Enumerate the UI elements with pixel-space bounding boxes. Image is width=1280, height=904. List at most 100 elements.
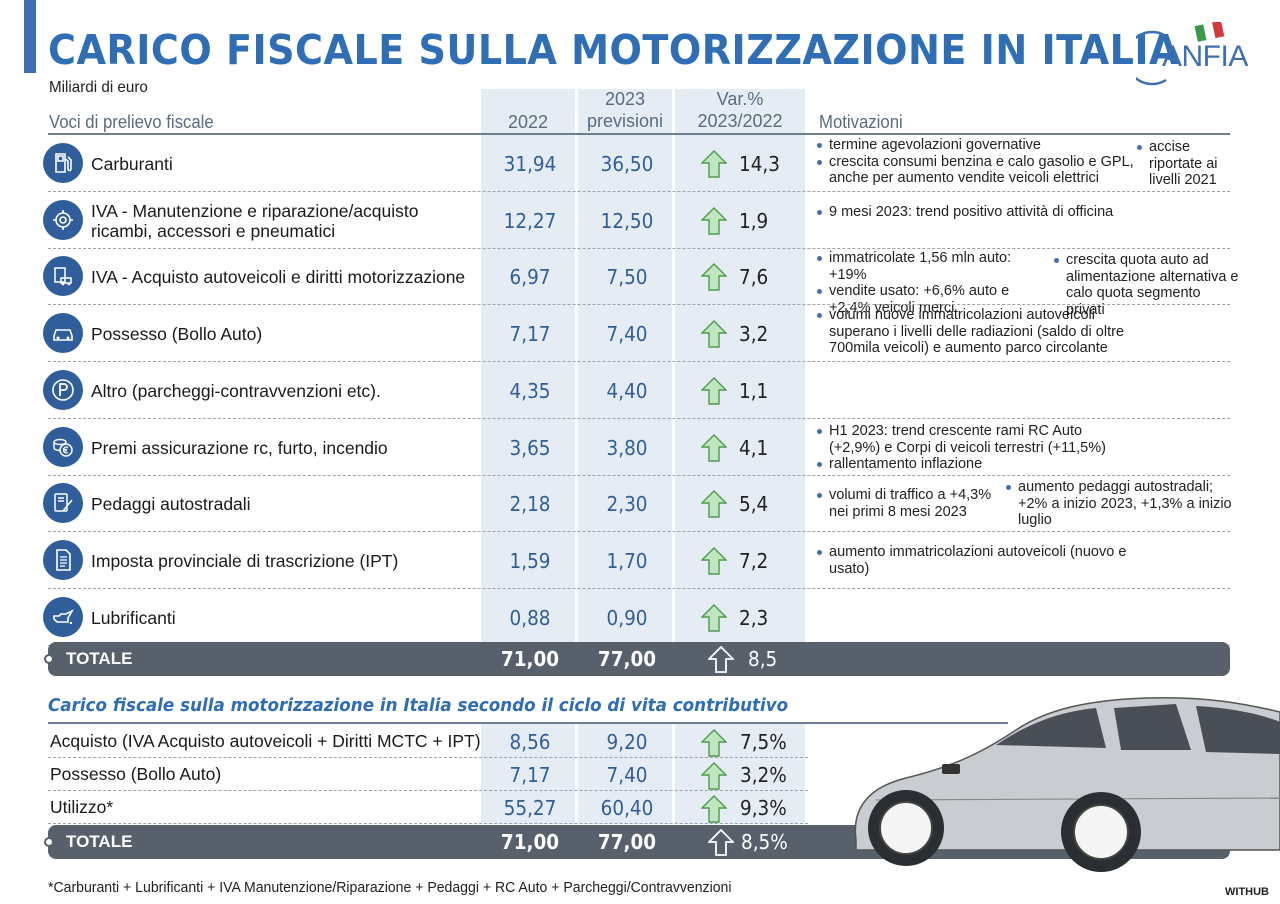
value-2022: 7,17 bbox=[509, 321, 551, 346]
motivation-bullet: H1 2023: trend crescente rami RC Auto (+… bbox=[816, 423, 1134, 456]
motivation-bullet: immatricolate 1,56 mln auto: +19% bbox=[816, 250, 1046, 283]
up-arrow-icon bbox=[701, 263, 727, 291]
header-var-years: 2023/2022 bbox=[697, 111, 783, 131]
car-icon bbox=[53, 329, 73, 341]
lifecycle-2022: 7,17 bbox=[509, 762, 551, 787]
logo-text: ANFIA bbox=[1162, 40, 1248, 73]
up-arrow-icon bbox=[701, 377, 727, 405]
row-label: Altro (parcheggi-contravvenzioni etc). bbox=[91, 380, 381, 401]
oil-can-icon-badge bbox=[43, 597, 83, 637]
section2-total-2022: 71,00 bbox=[500, 830, 560, 854]
title-accent-bar bbox=[24, 0, 36, 73]
table-row: Pedaggi autostradali 2,18 2,30 5,4 volumi di… bbox=[40, 475, 1232, 532]
header-var: Var.% bbox=[716, 89, 764, 109]
anfia-logo: ANFIA bbox=[1124, 20, 1248, 88]
table-row: IVA - Acquisto autoveicoli e diritti mot… bbox=[40, 248, 1239, 318]
value-2023: 4,40 bbox=[606, 378, 648, 403]
value-var: 4,1 bbox=[739, 435, 769, 460]
value-var: 5,4 bbox=[739, 491, 769, 516]
row-label: Possesso (Bollo Auto) bbox=[91, 323, 263, 344]
header-2023: 2023 bbox=[604, 89, 646, 109]
motivation-column: termine agevolazioni governative crescita… bbox=[816, 137, 1134, 187]
gear-tools-icon-badge bbox=[43, 200, 83, 240]
value-2023: 3,80 bbox=[606, 435, 648, 460]
header-motivazioni: Motivazioni bbox=[819, 112, 903, 132]
motivation-bullet: crescita consumi benzina e calo gasolio … bbox=[816, 154, 1134, 187]
up-arrow-icon bbox=[701, 604, 727, 632]
value-2022: 3,65 bbox=[509, 435, 551, 460]
row-label: Lubrificanti bbox=[91, 607, 176, 628]
row-divider bbox=[48, 361, 1230, 362]
motivation-column: 9 mesi 2023: trend positivo attività di … bbox=[816, 204, 1134, 221]
motivation-bullet: rallentamento inflazione bbox=[816, 456, 1134, 473]
table-row: Altro (parcheggi-contravvenzioni etc). 4,… bbox=[40, 362, 1230, 419]
column-2023-shade bbox=[578, 89, 672, 642]
motivation-bullet: accise riportate ai livelli 2021 bbox=[1136, 139, 1222, 189]
motivation-bullet: crescita quota auto ad alimentazione alt… bbox=[1053, 252, 1243, 318]
section2-total-2023: 77,00 bbox=[597, 830, 657, 854]
row-divider bbox=[48, 757, 808, 758]
total-label: TOTALE bbox=[66, 649, 133, 668]
value-2022: 6,97 bbox=[509, 264, 551, 289]
row-label: Carburanti bbox=[91, 153, 173, 174]
value-var: 1,9 bbox=[739, 208, 769, 233]
fuel-pump-icon bbox=[55, 153, 72, 173]
document-icon-badge bbox=[43, 540, 83, 580]
motivation-bullet: aumento immatricolazioni autoveicoli (nu… bbox=[816, 544, 1134, 577]
parking-icon-badge bbox=[43, 370, 83, 410]
column-2022-shade bbox=[481, 89, 575, 642]
value-2023: 7,50 bbox=[606, 264, 648, 289]
lifecycle-var: 3,2% bbox=[740, 762, 787, 787]
row-label: IVA - Manutenzione e riparazione/acquist… bbox=[91, 200, 419, 241]
fuel-pump-icon-badge bbox=[43, 143, 83, 183]
lifecycle-row: Possesso (Bollo Auto) 7,17 7,40 3,2% bbox=[48, 758, 808, 791]
up-arrow-icon bbox=[701, 490, 727, 518]
motivation-bullet: termine agevolazioni governative bbox=[816, 137, 1134, 154]
row-label: Imposta provinciale di trascrizione (IPT… bbox=[91, 550, 399, 571]
section2-total-bullet bbox=[44, 837, 54, 847]
table-row: Lubrificanti 0,88 0,90 2,3 bbox=[40, 589, 1230, 646]
row-divider bbox=[48, 588, 1230, 589]
row-divider bbox=[48, 418, 1230, 419]
sec2-column-2022-shade bbox=[481, 724, 575, 824]
total-up-arrow-icon bbox=[708, 646, 734, 673]
value-2022: 1,59 bbox=[509, 548, 551, 573]
value-2023: 12,50 bbox=[600, 208, 654, 233]
value-var: 2,3 bbox=[739, 605, 769, 630]
value-var: 3,2 bbox=[739, 321, 769, 346]
row-divider bbox=[48, 475, 1230, 476]
euro-coins-icon bbox=[53, 438, 73, 457]
euro-coins-icon-badge bbox=[43, 427, 83, 467]
lifecycle-var: 7,5% bbox=[740, 729, 787, 754]
header-2022: 2022 bbox=[507, 112, 549, 132]
lifecycle-row: Utilizzo* 55,27 60,40 9,3% bbox=[48, 791, 808, 824]
page-title: CARICO FISCALE SULLA MOTORIZZAZIONE IN I… bbox=[48, 26, 1179, 74]
up-arrow-icon bbox=[701, 762, 727, 790]
total-bullet bbox=[44, 654, 54, 664]
parking-icon bbox=[52, 379, 74, 401]
lifecycle-2022: 55,27 bbox=[503, 795, 557, 820]
total-var: 8,5 bbox=[748, 647, 778, 671]
up-arrow-icon bbox=[701, 729, 727, 757]
lifecycle-label: Acquisto (IVA Acquisto autoveicoli + Dir… bbox=[50, 731, 481, 751]
credit-label: WITHUB bbox=[1225, 886, 1269, 898]
section2-total-up-arrow-icon bbox=[708, 829, 734, 856]
motivation-bullet: aumento pedaggi autostradali; +2% a iniz… bbox=[1005, 479, 1241, 529]
table-row: IVA - Manutenzione e riparazione/acquist… bbox=[40, 192, 1230, 249]
total-2023: 77,00 bbox=[597, 647, 657, 671]
oil-can-icon bbox=[53, 609, 75, 625]
value-2022: 0,88 bbox=[509, 605, 551, 630]
value-2022: 31,94 bbox=[503, 151, 557, 176]
vehicle-tax-icon-badge bbox=[43, 256, 83, 296]
value-2023: 1,70 bbox=[606, 548, 648, 573]
up-arrow-icon bbox=[701, 434, 727, 462]
unit-subtitle: Miliardi di euro bbox=[49, 79, 148, 96]
sec2-column-2023-shade bbox=[578, 724, 672, 824]
header-underline bbox=[48, 133, 1230, 135]
toll-icon-badge bbox=[43, 483, 83, 523]
section2-total-label: TOTALE bbox=[66, 832, 133, 851]
row-divider bbox=[48, 191, 1230, 192]
motivation-bullet: volumi nuove immatricolazioni autoveicol… bbox=[816, 307, 1134, 357]
up-arrow-icon bbox=[701, 207, 727, 235]
section2-title: Carico fiscale sulla motorizzazione in I… bbox=[48, 695, 789, 716]
